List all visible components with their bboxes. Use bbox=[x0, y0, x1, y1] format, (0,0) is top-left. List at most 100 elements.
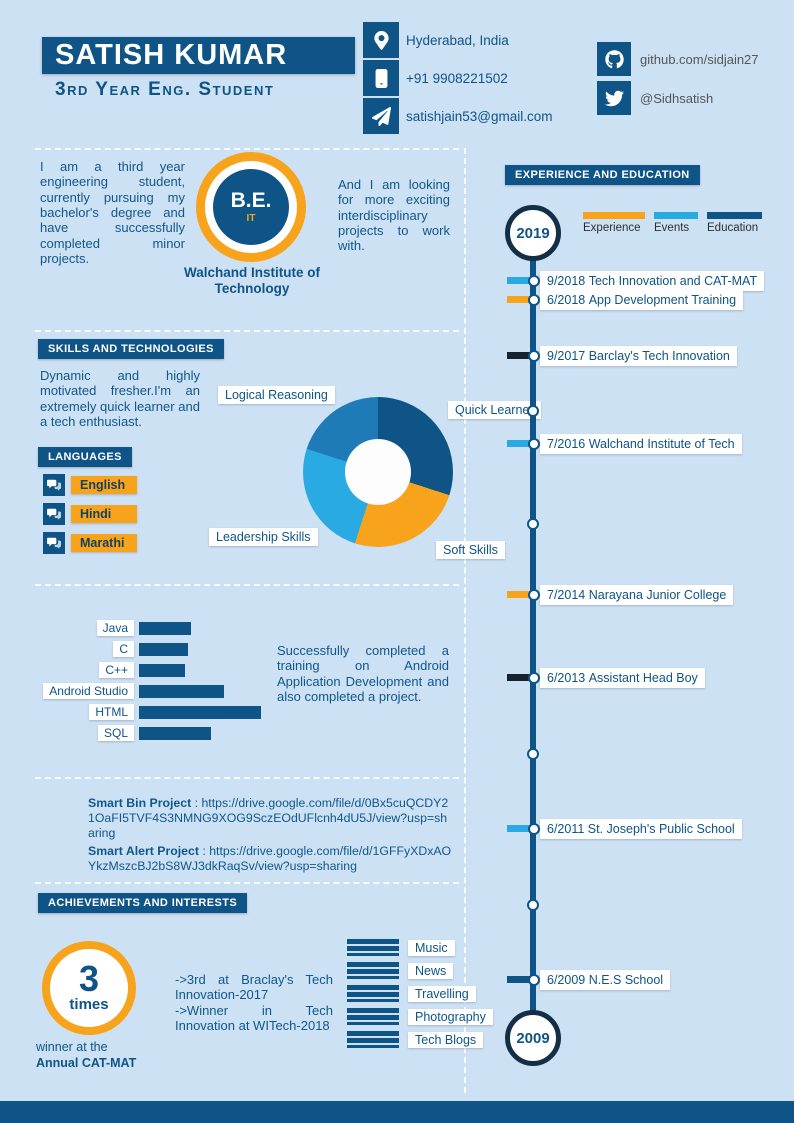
timeline-entry-date: 6/2009 bbox=[547, 973, 586, 987]
donut-hole bbox=[345, 439, 411, 505]
interest-label: Tech Blogs bbox=[408, 1031, 484, 1048]
donut-label-soft-skills: Soft Skills bbox=[436, 541, 505, 559]
interest-row: Travelling bbox=[347, 985, 493, 1002]
timeline-entry-label: 6/2011 St. Joseph's Public School bbox=[540, 819, 742, 839]
github-handle[interactable]: github.com/sidjain27 bbox=[640, 51, 759, 67]
mobile-phone-icon bbox=[363, 60, 399, 96]
contact-email[interactable]: satishjain53@gmail.com bbox=[363, 98, 553, 134]
timeline-entry-text: Walchand Institute of Tech bbox=[588, 437, 735, 451]
interest-list: Music News Travelling Photography Tech B… bbox=[347, 939, 493, 1054]
person-subtitle: 3rd Year Eng. Student bbox=[55, 79, 275, 100]
interest-row: Music bbox=[347, 939, 493, 956]
tech-bar-row: HTML bbox=[38, 703, 468, 721]
timeline-entry-text: St. Joseph's Public School bbox=[587, 822, 735, 836]
social-twitter[interactable]: @Sidhsatish bbox=[597, 81, 713, 115]
translate-icon bbox=[43, 532, 65, 554]
timeline-entry: 6/2018 App Development Training bbox=[507, 290, 794, 310]
interest-row: Photography bbox=[347, 1008, 493, 1025]
dashed-separator bbox=[464, 148, 466, 1093]
dashed-separator bbox=[35, 330, 459, 332]
timeline-entry-text: Tech Innovation and CAT-MAT bbox=[588, 274, 758, 288]
project-url[interactable]: https://drive.google.com/file/d/0Bx5cuQC… bbox=[88, 796, 449, 840]
legend-item: Education bbox=[707, 212, 762, 234]
timeline-dot bbox=[527, 748, 539, 760]
interest-label: Photography bbox=[408, 1008, 493, 1025]
striped-bars-icon bbox=[347, 939, 399, 956]
timeline-entry: 6/2013 Assistant Head Boy bbox=[507, 668, 794, 688]
timeline-entry-label: 6/2018 App Development Training bbox=[540, 290, 744, 310]
timeline-top-year: 2019 bbox=[505, 205, 561, 261]
skills-summary: Dynamic and highly motivated fresher.I'm… bbox=[40, 368, 200, 429]
tech-bar-fill bbox=[139, 726, 211, 740]
tech-bar-label: Android Studio bbox=[43, 683, 134, 699]
timeline-entry-label: 6/2013 Assistant Head Boy bbox=[540, 668, 705, 688]
achievement-notes: ->3rd at Braclay's Tech Innovation-2017 … bbox=[175, 972, 333, 1033]
dashed-separator bbox=[35, 148, 459, 150]
donut-label-leadership-skills: Leadership Skills bbox=[209, 528, 318, 546]
project-name: Smart Alert Project bbox=[88, 844, 199, 858]
timeline-entry-date: 7/2016 bbox=[547, 437, 586, 451]
legend-item: Experience bbox=[583, 212, 645, 234]
achievement-badge: 3 times bbox=[42, 941, 136, 1035]
timeline-entry-text: Narayana Junior College bbox=[588, 588, 727, 602]
timeline-entry: 9/2017 Barclay's Tech Innovation bbox=[507, 346, 794, 366]
degree-label: B.E. bbox=[230, 189, 272, 212]
timeline-entry-date: 6/2018 bbox=[547, 293, 586, 307]
timeline-entry-text: App Development Training bbox=[588, 293, 737, 307]
tech-bar-row: SQL bbox=[38, 724, 468, 742]
timeline-entry-label: 7/2014 Narayana Junior College bbox=[540, 585, 734, 605]
tech-bar-label: SQL bbox=[97, 725, 134, 741]
phone-text: +91 9908221502 bbox=[406, 70, 508, 86]
project-line: Smart Alert Project : https://drive.goog… bbox=[88, 844, 452, 873]
timeline-entry: 6/2011 St. Joseph's Public School bbox=[507, 819, 794, 839]
timeline-entry-text: Barclay's Tech Innovation bbox=[588, 349, 730, 363]
timeline-entry-label: 9/2018 Tech Innovation and CAT-MAT bbox=[540, 271, 765, 291]
legend-label: Experience bbox=[583, 222, 641, 234]
tech-bar-fill bbox=[139, 621, 191, 635]
language-row: English bbox=[43, 474, 137, 496]
college-name: Walchand Institute of Technology bbox=[184, 265, 320, 296]
section-title-skills: SKILLS AND TECHNOLOGIES bbox=[38, 339, 224, 359]
social-github[interactable]: github.com/sidjain27 bbox=[597, 42, 759, 76]
timeline-entry-date: 9/2018 bbox=[547, 274, 586, 288]
legend-color-swatch bbox=[654, 212, 698, 219]
project-url[interactable]: https://drive.google.com/file/d/1GFFyXDx… bbox=[88, 844, 452, 873]
achievement-count: 3 bbox=[78, 958, 100, 1000]
language-row: Hindi bbox=[43, 503, 137, 525]
language-list: English Hindi Marathi bbox=[43, 474, 137, 561]
intro-paragraph: I am a third year engineering student, c… bbox=[40, 159, 185, 266]
tech-bar-fill bbox=[139, 663, 185, 677]
timeline-entry-date: 7/2014 bbox=[547, 588, 586, 602]
achievement-caption-line2: Annual CAT-MAT bbox=[36, 1055, 137, 1070]
dashed-separator bbox=[35, 584, 459, 586]
interest-row: News bbox=[347, 962, 493, 979]
timeline-dot bbox=[527, 518, 539, 530]
section-title-experience: EXPERIENCE AND EDUCATION bbox=[505, 165, 700, 185]
interest-label: Music bbox=[408, 939, 455, 956]
donut-label-logical-reasoning: Logical Reasoning bbox=[218, 386, 335, 404]
legend-color-swatch bbox=[707, 212, 762, 219]
translate-icon bbox=[43, 474, 65, 496]
language-label: Marathi bbox=[71, 534, 137, 552]
striped-bars-icon bbox=[347, 985, 399, 1002]
achievement-caption: winner at the Annual CAT-MAT bbox=[36, 1040, 166, 1071]
timeline-entry: 6/2009 N.E.S School bbox=[507, 970, 794, 990]
degree-branch-label: IT bbox=[246, 213, 256, 224]
email-text[interactable]: satishjain53@gmail.com bbox=[406, 108, 553, 124]
contact-location: Hyderabad, India bbox=[363, 22, 509, 58]
interest-label: News bbox=[408, 962, 454, 979]
timeline-entry: 7/2014 Narayana Junior College bbox=[507, 585, 794, 605]
outro-paragraph: And I am looking for more exciting inter… bbox=[338, 177, 450, 254]
section-title-languages: LANGUAGES bbox=[38, 447, 132, 467]
timeline-entry-label: 9/2017 Barclay's Tech Innovation bbox=[540, 346, 737, 366]
timeline-entry-date: 9/2017 bbox=[547, 349, 586, 363]
timeline-line bbox=[530, 233, 536, 1038]
tech-bar-row: C bbox=[38, 640, 468, 658]
timeline-entry: 9/2018 Tech Innovation and CAT-MAT bbox=[507, 271, 794, 291]
timeline-entry-label: 7/2016 Walchand Institute of Tech bbox=[540, 434, 742, 454]
location-pin-icon bbox=[363, 22, 399, 58]
paper-plane-icon bbox=[363, 98, 399, 134]
github-icon bbox=[597, 42, 631, 76]
twitter-handle[interactable]: @Sidhsatish bbox=[640, 90, 714, 106]
project-name: Smart Bin Project bbox=[88, 796, 192, 810]
